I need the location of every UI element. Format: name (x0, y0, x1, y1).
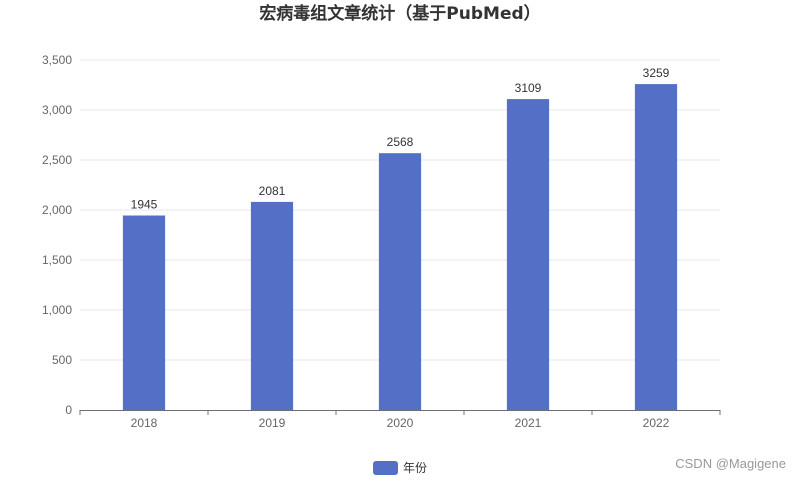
x-tick-label: 2021 (515, 416, 542, 430)
y-tick-label: 2,500 (42, 153, 72, 167)
y-tick-label: 2,000 (42, 203, 72, 217)
legend-swatch[interactable] (373, 461, 398, 475)
y-tick-label: 1,500 (42, 253, 72, 267)
x-tick-label: 2019 (259, 416, 286, 430)
x-tick-label: 2020 (387, 416, 414, 430)
bar-value-label: 2081 (259, 184, 286, 198)
legend-label[interactable]: 年份 (403, 461, 427, 475)
x-tick-label: 2018 (131, 416, 158, 430)
y-tick-label: 3,500 (42, 53, 72, 67)
bar-2019[interactable] (250, 201, 294, 410)
bar-value-label: 1945 (131, 198, 158, 212)
legend[interactable]: 年份 (373, 461, 427, 475)
y-tick-label: 0 (65, 403, 72, 417)
chart-title: 宏病毒组文章统计（基于PubMed） (259, 3, 540, 24)
y-tick-label: 500 (52, 353, 72, 367)
bar-value-label: 3109 (515, 81, 542, 95)
x-axis: 2018 2019 2020 2021 2022 (79, 410, 721, 430)
y-tick-label: 1,000 (42, 303, 72, 317)
bar-value-label: 3259 (643, 66, 670, 80)
bar-2018[interactable] (122, 215, 166, 411)
bar-2021[interactable] (506, 99, 550, 410)
bar-2022[interactable] (634, 84, 678, 410)
bar-2020[interactable] (378, 153, 422, 410)
bar-value-label: 2568 (387, 135, 414, 149)
y-tick-label: 3,000 (42, 103, 72, 117)
bars: 1945 2081 2568 3109 3259 (122, 66, 678, 411)
y-axis: 0 500 1,000 1,500 2,000 2,500 3,000 3,500 (42, 53, 72, 417)
watermark: CSDN @Magigene (675, 456, 786, 471)
x-tick-label: 2022 (643, 416, 670, 430)
